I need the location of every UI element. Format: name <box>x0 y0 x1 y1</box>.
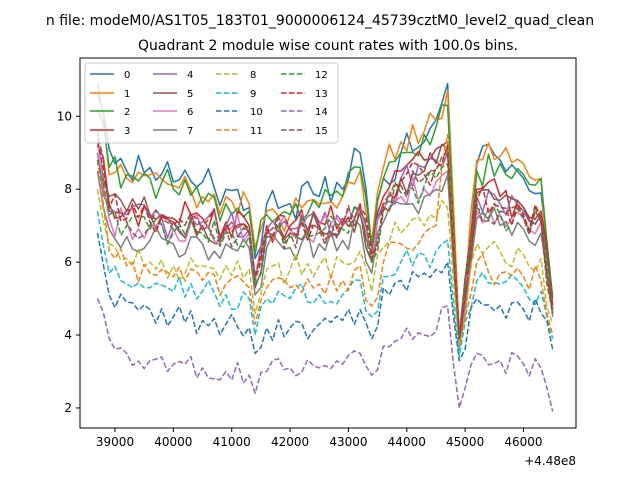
legend-label-0: 0 <box>124 70 130 81</box>
series-line-5 <box>96 138 554 344</box>
figure-suptitle: n file: modeM0/AS1T05_183T01_9000006124_… <box>46 13 594 29</box>
x-tick-label: 46000 <box>504 435 542 449</box>
series-line-1 <box>96 83 554 336</box>
series-line-3 <box>96 141 554 336</box>
x-tick-label: 43000 <box>329 435 367 449</box>
x-offset-label: +4.48e8 <box>524 454 576 468</box>
legend-label-13: 13 <box>315 89 328 100</box>
y-tick-label: 6 <box>64 255 72 269</box>
y-tick-label: 8 <box>64 182 72 196</box>
legend-label-14: 14 <box>315 107 328 118</box>
series-layer <box>96 82 554 412</box>
legend-label-4: 4 <box>187 70 193 81</box>
x-tick-label: 41000 <box>213 435 251 449</box>
x-axis: 39000 40000 41000 42000 43000 44000 45000 46000 <box>96 428 543 449</box>
y-tick-label: 10 <box>57 109 72 123</box>
legend-label-15: 15 <box>315 126 328 137</box>
legend-label-11: 11 <box>250 126 263 137</box>
x-tick-label: 42000 <box>271 435 309 449</box>
series-line-7 <box>96 170 554 347</box>
x-tick-label: 39000 <box>96 435 134 449</box>
y-axis: 2 4 6 8 10 <box>57 109 80 415</box>
series-line-2 <box>96 104 554 351</box>
series-line-10 <box>96 232 554 362</box>
x-tick-label: 45000 <box>446 435 484 449</box>
legend-frame <box>84 62 339 144</box>
series-line-14 <box>96 298 554 412</box>
legend-label-12: 12 <box>315 70 328 81</box>
legend-label-10: 10 <box>250 107 263 118</box>
series-line-13 <box>96 141 554 336</box>
legend-label-6: 6 <box>187 107 193 118</box>
legend-label-3: 3 <box>124 126 130 137</box>
legend-label-8: 8 <box>250 70 256 81</box>
plot-area-frame <box>79 57 577 429</box>
legend-label-9: 9 <box>250 89 256 100</box>
series-line-12 <box>96 159 554 340</box>
legend-label-1: 1 <box>124 89 130 100</box>
series-line-9 <box>96 210 554 358</box>
x-tick-label: 40000 <box>154 435 192 449</box>
series-line-11 <box>96 133 554 347</box>
chart-title: Quadrant 2 module wise count rates with … <box>138 38 518 54</box>
series-line-15 <box>96 130 554 340</box>
legend-label-7: 7 <box>187 126 193 137</box>
y-tick-label: 4 <box>64 328 72 342</box>
legend-label-2: 2 <box>124 107 130 118</box>
y-tick-label: 2 <box>64 401 72 415</box>
legend-label-5: 5 <box>187 89 193 100</box>
x-tick-label: 44000 <box>388 435 426 449</box>
